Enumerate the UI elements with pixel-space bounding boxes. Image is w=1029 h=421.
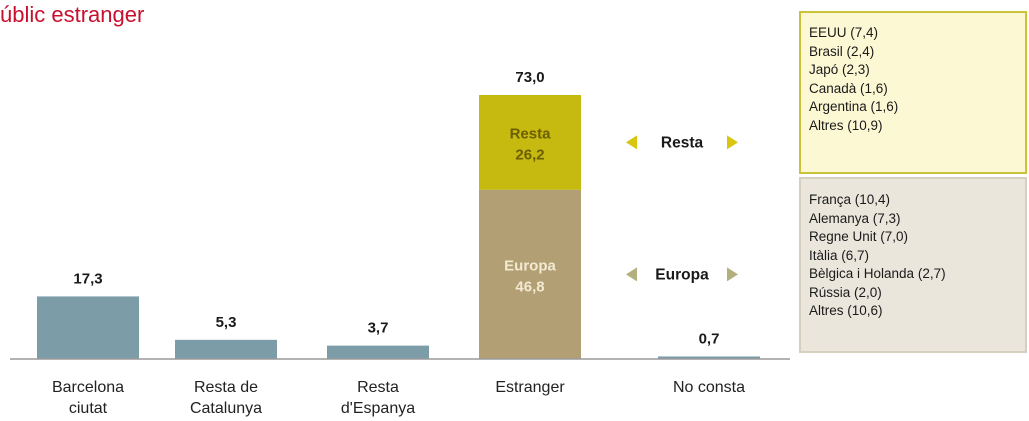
category-label: ciutat <box>69 400 108 417</box>
bar <box>37 296 139 359</box>
left-arrow-icon <box>626 267 637 282</box>
bar <box>327 345 429 359</box>
europa-item: Altres (10,6) <box>809 303 883 318</box>
data-label: 5,3 <box>216 314 237 331</box>
data-label: 3,7 <box>368 320 389 337</box>
europa-item: França (10,4) <box>809 192 891 207</box>
resta-item: Canadà (1,6) <box>809 80 888 96</box>
data-label: 0,7 <box>699 330 720 347</box>
segment-name-label: Resta <box>510 125 552 142</box>
category-label: No consta <box>673 379 745 396</box>
europa-item: Bèlgica i Holanda (2,7) <box>809 266 946 281</box>
segment-value-label: 46,8 <box>515 278 544 295</box>
europa-item: Alemanya (7,3) <box>809 210 901 226</box>
data-label: 17,3 <box>73 270 102 287</box>
category-label: d'Espanya <box>341 400 415 417</box>
category-label: Estranger <box>495 379 565 396</box>
category-label: Resta <box>357 379 399 396</box>
europa-item: Rússia (2,0) <box>809 284 882 300</box>
europa-item: Itàlia (6,7) <box>809 247 870 263</box>
resta-item: Brasil (2,4) <box>809 43 875 59</box>
right-arrow-icon <box>727 267 738 282</box>
segment-value-label: 26,2 <box>515 146 544 163</box>
chart-title: úblic estranger <box>0 2 145 27</box>
legend-arrow-label: Resta <box>661 134 704 151</box>
bar-chart: 17,3 Barcelona ciutat 5,3 Resta de Catalunya 3… <box>10 69 790 417</box>
resta-breakdown-box: EEUU (7,4) Brasil (2,4) Japó (2,3) Canad… <box>799 11 1027 174</box>
resta-item: Argentina (1,6) <box>809 99 899 114</box>
europa-breakdown-box: França (10,4) Alemanya (7,3) Regne Unit … <box>799 177 1027 353</box>
category-label: Barcelona <box>52 379 124 396</box>
europa-item: Regne Unit (7,0) <box>809 229 909 244</box>
stacked-segment-europa <box>479 189 581 359</box>
resta-item: EEUU (7,4) <box>809 25 879 40</box>
left-arrow-icon <box>626 135 637 150</box>
bar <box>175 339 277 359</box>
data-label: 73,0 <box>515 69 544 86</box>
right-arrow-icon <box>727 135 738 150</box>
category-label: Catalunya <box>190 400 262 417</box>
stacked-segment-resta <box>479 95 581 190</box>
resta-item: Altres (10,9) <box>809 117 883 133</box>
legend-arrow-label: Europa <box>655 266 709 283</box>
category-label: Resta de <box>194 379 258 396</box>
bar <box>658 356 760 359</box>
segment-name-label: Europa <box>504 257 556 274</box>
resta-item: Japó (2,3) <box>809 62 870 77</box>
